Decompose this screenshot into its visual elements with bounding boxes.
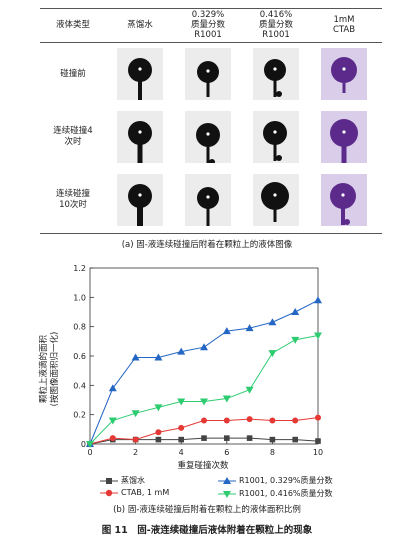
data-point xyxy=(109,435,116,442)
chart-legend: 蒸馏水 R1001, 0.329%质量分数 CTAB, 1 mM R1001, … xyxy=(0,475,414,501)
chart-axes: 0 2 4 6 8 10 0 0.2 0.4 0.6 0.8 1.0 1.2 xyxy=(73,264,323,457)
x-tick-label: 10 xyxy=(313,448,323,457)
data-point xyxy=(291,308,300,315)
table-bottom-rule xyxy=(40,233,382,234)
drop-image-r1001-0329-row1 xyxy=(185,48,231,100)
chart-marks xyxy=(86,296,322,448)
y-tick-label: 0.8 xyxy=(73,323,86,332)
y-tick-label: 0.4 xyxy=(73,381,86,390)
drop-image-r1001-0329-row2 xyxy=(185,111,231,163)
table-top-rule xyxy=(40,8,382,9)
x-tick-label: 4 xyxy=(179,448,184,457)
legend-marker-triangle-down-icon xyxy=(218,490,236,498)
y-tick-label: 0.2 xyxy=(73,411,86,420)
data-point xyxy=(222,395,231,403)
data-point xyxy=(245,324,254,332)
y-tick-label: 1.0 xyxy=(73,293,86,302)
data-point xyxy=(201,417,207,424)
image-table: 液体类型 蒸馏水 0.329% 质量分数 R1001 0.416% 质量分数 R… xyxy=(40,8,382,234)
caption-a: (a) 固-液连续碰撞后附着在颗粒上的液体图像 xyxy=(121,240,293,250)
data-point xyxy=(201,435,207,441)
y-tick-label: 0.6 xyxy=(73,352,86,361)
legend-label-ctab: CTAB, 1 mM xyxy=(121,488,170,497)
row-label-before: 碰撞前 xyxy=(60,68,86,79)
table-corner-label: 液体类型 xyxy=(55,20,90,30)
data-point xyxy=(245,386,254,394)
data-point xyxy=(291,336,300,344)
data-point xyxy=(292,436,298,443)
legend-item-r1001-0416: R1001, 0.416%质量分数 xyxy=(218,488,333,499)
legend-item-water: 蒸馏水 xyxy=(100,475,145,486)
column-header-r1001-0416: 0.416% 质量分数 R1001 xyxy=(258,10,293,40)
legend-label-r1001-0329: R1001, 0.329%质量分数 xyxy=(239,476,333,485)
data-point xyxy=(269,436,276,443)
data-point xyxy=(131,353,140,361)
legend-marker-circle-icon xyxy=(100,489,118,496)
x-tick-label: 8 xyxy=(270,448,275,457)
data-point xyxy=(132,436,139,443)
drop-image-r1001-0416-row3 xyxy=(253,174,299,226)
data-point xyxy=(86,441,94,448)
series-line-3 xyxy=(89,334,319,445)
data-point xyxy=(314,296,322,304)
row-label-4-hits: 连续碰撞4 次时 xyxy=(53,126,93,147)
caption-b: (b) 固-液连续碰撞后附着在颗粒上的液体面积比例 xyxy=(113,505,301,515)
data-point xyxy=(246,435,253,441)
data-point xyxy=(292,417,299,424)
drop-image-r1001-0329-row3 xyxy=(185,174,231,226)
data-point xyxy=(315,414,321,421)
x-tick-label: 2 xyxy=(133,448,138,457)
data-point xyxy=(224,435,230,441)
legend-label-water: 蒸馏水 xyxy=(121,476,145,485)
column-header-ctab: 1mM CTAB xyxy=(332,15,356,35)
data-point xyxy=(108,417,117,425)
data-point xyxy=(108,384,117,392)
area-ratio-chart: 0 2 4 6 8 10 0 0.2 0.4 0.6 0.8 1.0 1.2 颗粒上液滴的面积 (按图像… xyxy=(38,264,323,471)
y-tick-label: 0 xyxy=(81,440,86,449)
y-axis-label-line1: 颗粒上液滴的面积 xyxy=(38,335,49,404)
data-point xyxy=(178,424,185,431)
row-label-10-hits: 连续碰撞 10次时 xyxy=(55,189,90,210)
column-header-r1001-0329: 0.329% 质量分数 R1001 xyxy=(190,10,225,40)
table-header-rule xyxy=(40,42,382,43)
data-point xyxy=(131,410,140,418)
drop-image-r1001-0416-row2 xyxy=(253,111,299,163)
legend-item-r1001-0329: R1001, 0.329%质量分数 xyxy=(218,475,333,486)
data-point xyxy=(178,436,184,443)
drop-image-r1001-0416-row1 xyxy=(253,48,299,100)
data-point xyxy=(177,347,186,355)
drop-image-water-row1 xyxy=(117,48,163,100)
legend-label-r1001-0416: R1001, 0.416%质量分数 xyxy=(239,489,333,498)
data-point xyxy=(155,436,162,443)
y-axis-label-line2: (按图像面积归一化) xyxy=(49,332,60,407)
drop-image-ctab-row1 xyxy=(321,48,367,100)
data-point xyxy=(268,350,277,358)
x-tick-label: 0 xyxy=(87,448,92,457)
data-point xyxy=(154,404,163,412)
legend-marker-square-icon xyxy=(100,477,118,484)
figure-title: 图 11 固-液连续碰撞后液体附着在颗粒上的现象 xyxy=(101,525,313,536)
data-point xyxy=(155,429,162,436)
data-point xyxy=(222,327,231,335)
drop-image-water-row2 xyxy=(117,111,163,163)
column-header-water: 蒸馏水 xyxy=(127,20,153,30)
legend-item-ctab: CTAB, 1 mM xyxy=(100,488,169,497)
data-point xyxy=(269,417,276,424)
data-point xyxy=(246,416,253,423)
data-point xyxy=(314,332,322,340)
drop-image-water-row3 xyxy=(117,174,163,226)
x-axis-label: 重复碰撞次数 xyxy=(177,460,229,471)
drop-image-ctab-row2 xyxy=(321,111,367,163)
data-point xyxy=(177,398,186,406)
y-tick-label: 1.2 xyxy=(73,264,86,273)
data-point xyxy=(200,398,208,406)
data-point xyxy=(200,343,208,351)
x-tick-label: 6 xyxy=(224,448,229,457)
data-point xyxy=(154,353,163,361)
legend-marker-triangle-up-icon xyxy=(218,476,236,484)
data-point xyxy=(268,318,277,326)
drop-image-ctab-row3 xyxy=(321,174,367,226)
data-point xyxy=(315,438,321,444)
data-point xyxy=(223,417,230,424)
